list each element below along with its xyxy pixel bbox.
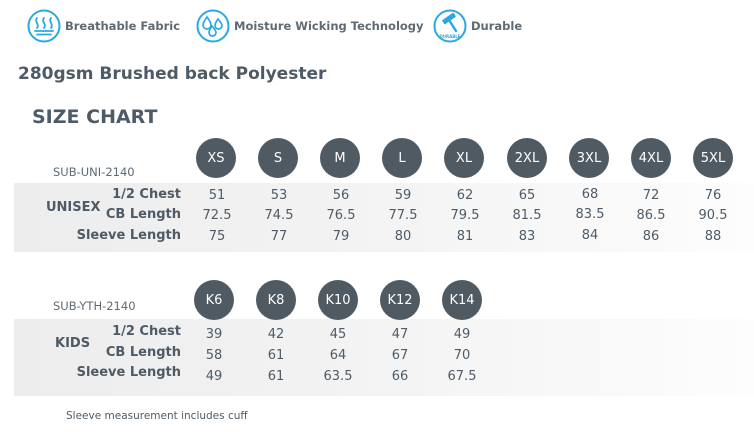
table-cell: 65	[518, 188, 536, 203]
table-cell: 47	[391, 327, 409, 342]
kids-group-label: KIDS	[55, 336, 91, 351]
size-circle: 4XL	[631, 138, 671, 178]
table-cell: 83	[518, 229, 536, 244]
table-cell: 66	[391, 369, 409, 384]
moisture-wicking-icon	[196, 9, 230, 43]
table-cell: 68	[581, 187, 599, 202]
size-circle: S	[258, 138, 298, 178]
table-cell: 49	[205, 369, 223, 384]
row-label-sleeve-length: Sleeve Length	[76, 365, 181, 380]
table-cell: 51	[208, 188, 226, 203]
table-cell: 49	[453, 327, 471, 342]
table-cell: 79.5	[450, 208, 480, 223]
table-cell: 56	[332, 188, 350, 203]
table-cell: 61	[267, 369, 285, 384]
durable-hammer-icon: DURABLE	[433, 9, 467, 43]
table-cell: 64	[329, 348, 347, 363]
table-cell: 62	[456, 188, 474, 203]
material-title: 280gsm Brushed back Polyester	[18, 64, 327, 84]
table-cell: 76.5	[326, 208, 356, 223]
table-cell: 88	[704, 229, 722, 244]
table-cell: 72	[642, 188, 660, 203]
table-cell: 81	[456, 229, 474, 244]
row-label-chest: 1/2 Chest	[112, 324, 181, 339]
table-cell: 86.5	[636, 208, 666, 223]
unisex-product-code: SUB-UNI-2140	[53, 165, 135, 179]
feature-label: Moisture Wicking Technology	[234, 19, 424, 33]
size-chart-heading: SIZE CHART	[32, 106, 158, 128]
unisex-group-label: UNISEX	[46, 200, 101, 215]
row-label-chest: 1/2 Chest	[112, 187, 181, 202]
table-cell: 86	[642, 229, 660, 244]
feature-breathable-fabric: Breathable Fabric	[27, 9, 180, 43]
size-circle: M	[320, 138, 360, 178]
row-label-cb-length: CB Length	[105, 345, 181, 360]
sleeve-footnote: Sleeve measurement includes cuff	[66, 410, 248, 422]
table-cell: 76	[704, 188, 722, 203]
table-cell: 81.5	[512, 208, 542, 223]
size-circle: K12	[380, 280, 420, 320]
size-circle: L	[382, 138, 422, 178]
table-cell: 42	[267, 327, 285, 342]
table-cell: 90.5	[698, 208, 728, 223]
table-cell: 79	[332, 229, 350, 244]
table-cell: 70	[453, 348, 471, 363]
row-label-sleeve-length: Sleeve Length	[76, 228, 181, 243]
size-circle: XS	[196, 138, 236, 178]
size-circle: 2XL	[507, 138, 547, 178]
table-cell: 59	[394, 188, 412, 203]
size-circle: 5XL	[693, 138, 733, 178]
size-circle: 3XL	[569, 138, 609, 178]
feature-durable: DURABLE Durable	[433, 9, 522, 43]
table-cell: 84	[581, 228, 599, 243]
kids-band	[14, 319, 754, 396]
table-cell: 74.5	[264, 208, 294, 223]
breathable-fabric-icon	[27, 9, 61, 43]
durable-icon-text: DURABLE	[439, 34, 460, 39]
table-cell: 77.5	[388, 208, 418, 223]
table-cell: 58	[205, 348, 223, 363]
size-circle: XL	[444, 138, 484, 178]
table-cell: 75	[208, 229, 226, 244]
table-cell: 67	[391, 348, 409, 363]
size-circle: K8	[256, 280, 296, 320]
table-cell: 72.5	[202, 208, 232, 223]
table-cell: 45	[329, 327, 347, 342]
table-cell: 83.5	[575, 207, 605, 222]
table-cell: 61	[267, 348, 285, 363]
row-label-cb-length: CB Length	[105, 207, 181, 222]
feature-label: Breathable Fabric	[65, 19, 181, 33]
size-circle: K10	[318, 280, 358, 320]
table-cell: 77	[270, 229, 288, 244]
table-cell: 67.5	[447, 369, 477, 384]
feature-moisture-wicking: Moisture Wicking Technology	[196, 9, 424, 43]
table-cell: 63.5	[323, 369, 353, 384]
table-cell: 53	[270, 188, 288, 203]
size-circle: K14	[442, 280, 482, 320]
unisex-band	[14, 183, 754, 252]
table-cell: 39	[205, 327, 223, 342]
table-cell: 80	[394, 229, 412, 244]
feature-label: Durable	[471, 19, 523, 33]
size-circle: K6	[194, 280, 234, 320]
kids-product-code: SUB-YTH-2140	[53, 299, 136, 313]
